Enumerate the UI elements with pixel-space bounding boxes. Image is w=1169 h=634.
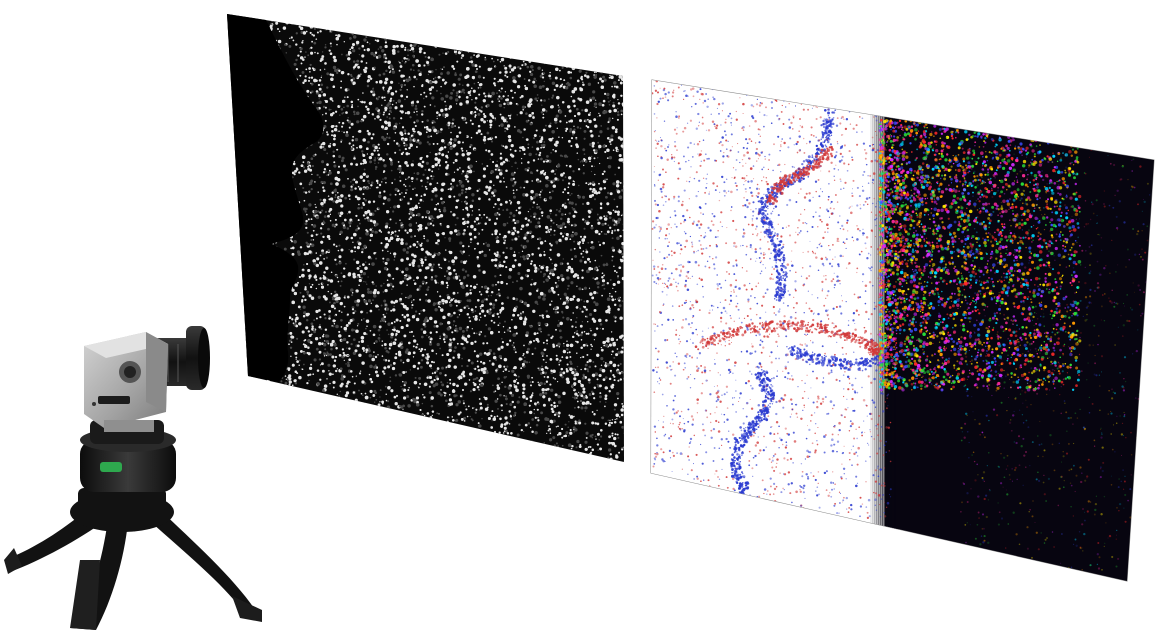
camera-on-tripod xyxy=(4,326,262,630)
flow-particles xyxy=(651,80,894,581)
speckle-pattern-panel xyxy=(227,14,624,462)
camera-body xyxy=(84,332,168,432)
tripod xyxy=(4,488,262,630)
flow-visualization-panel xyxy=(650,79,1155,582)
flow-field xyxy=(651,80,1154,581)
face-silhouette xyxy=(227,14,324,382)
